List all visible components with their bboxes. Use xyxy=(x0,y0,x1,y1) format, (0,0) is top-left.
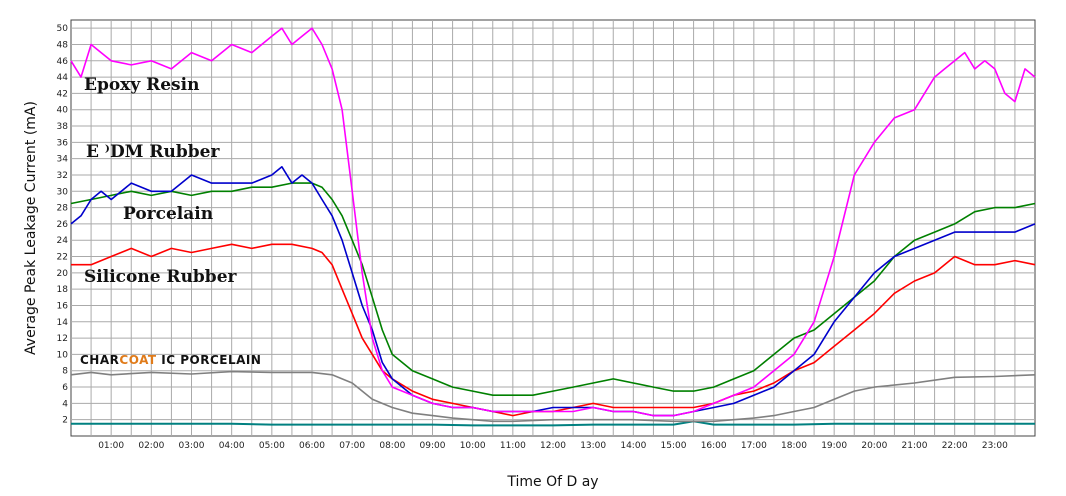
series-line-silicone xyxy=(71,243,1036,417)
y-tick-label: 12 xyxy=(57,334,68,344)
y-tick-label: 6 xyxy=(62,383,68,393)
series-line-porcelain xyxy=(70,182,1036,397)
x-tick-label: 20:00 xyxy=(861,441,887,451)
label-epoxy-resin: Epoxy Resin xyxy=(84,75,199,95)
y-axis-title: Average Peak Leakage Current (mA) xyxy=(23,101,39,355)
x-tick-label: 17:00 xyxy=(741,441,767,451)
y-tick-label: 36 xyxy=(57,138,69,148)
y-tick-label: 42 xyxy=(57,89,68,99)
y-tick-label: 22 xyxy=(57,253,68,263)
x-tick-labels: 01:00 02:00 03:00 04:00 05:00 06:00 07:00 08:00… xyxy=(98,441,1008,451)
series-line-charcoat xyxy=(70,370,1036,423)
y-tick-label: 20 xyxy=(57,269,69,279)
y-tick-label: 4 xyxy=(62,399,68,409)
y-tick-label: 10 xyxy=(57,350,69,360)
x-tick-label: 11:00 xyxy=(500,441,526,451)
y-tick-label: 24 xyxy=(57,236,69,246)
x-tick-label: 01:00 xyxy=(98,441,124,451)
x-tick-label: 05:00 xyxy=(259,441,285,451)
x-tick-label: 23:00 xyxy=(982,441,1008,451)
series-layer xyxy=(70,27,1036,427)
y-tick-label: 30 xyxy=(57,187,69,197)
y-tick-label: 38 xyxy=(57,122,69,132)
label-charcoatic-part-2: COAT xyxy=(119,353,157,367)
y-tick-label: 40 xyxy=(57,106,69,116)
y-tick-label: 14 xyxy=(57,318,69,328)
x-tick-label: 09:00 xyxy=(420,441,446,451)
label-silicone-rubber: Silicone Rubber xyxy=(84,267,238,287)
x-tick-label: 03:00 xyxy=(179,441,205,451)
label-epdm-rubber: E ⁾DM Rubber xyxy=(86,142,220,162)
x-tick-label: 07:00 xyxy=(339,441,365,451)
x-tick-label: 21:00 xyxy=(902,441,928,451)
x-tick-label: 12:00 xyxy=(540,441,566,451)
x-tick-label: 22:00 xyxy=(942,441,968,451)
label-porcelain: Porcelain xyxy=(123,204,213,224)
x-tick-label: 15:00 xyxy=(661,441,687,451)
y-tick-labels: 2468101214161820222426283032343638404244… xyxy=(57,24,69,426)
x-tick-label: 06:00 xyxy=(299,441,325,451)
y-tick-label: 32 xyxy=(57,171,68,181)
y-tick-label: 34 xyxy=(57,155,69,165)
label-charcoatic-part-1: CHAR xyxy=(80,353,119,367)
label-charcoatic-porcelain: CHARCOAT IC PORCELAIN xyxy=(80,353,261,367)
y-tick-label: 26 xyxy=(57,220,69,230)
y-tick-label: 2 xyxy=(62,416,68,426)
series-line-epoxy xyxy=(70,27,1036,417)
y-tick-label: 18 xyxy=(57,285,69,295)
y-tick-label: 50 xyxy=(57,24,69,34)
y-tick-label: 28 xyxy=(57,204,69,214)
x-tick-label: 13:00 xyxy=(580,441,606,451)
x-tick-label: 08:00 xyxy=(379,441,405,451)
x-tick-label: 16:00 xyxy=(701,441,727,451)
y-tick-label: 16 xyxy=(57,301,69,311)
y-tick-label: 44 xyxy=(57,73,69,83)
y-tick-label: 48 xyxy=(57,40,69,50)
x-tick-label: 04:00 xyxy=(219,441,245,451)
y-tick-label: 8 xyxy=(62,367,68,377)
x-tick-label: 02:00 xyxy=(138,441,164,451)
x-tick-label: 14:00 xyxy=(620,441,646,451)
x-tick-label: 10:00 xyxy=(460,441,486,451)
y-tick-label: 46 xyxy=(57,57,69,67)
x-tick-label: 18:00 xyxy=(781,441,807,451)
x-axis-title: Time Of D ay xyxy=(506,474,598,490)
series-line-baseline xyxy=(71,420,1035,427)
x-tick-label: 19:00 xyxy=(821,441,847,451)
label-charcoatic-part-3: IC PORCELAIN xyxy=(157,353,262,367)
